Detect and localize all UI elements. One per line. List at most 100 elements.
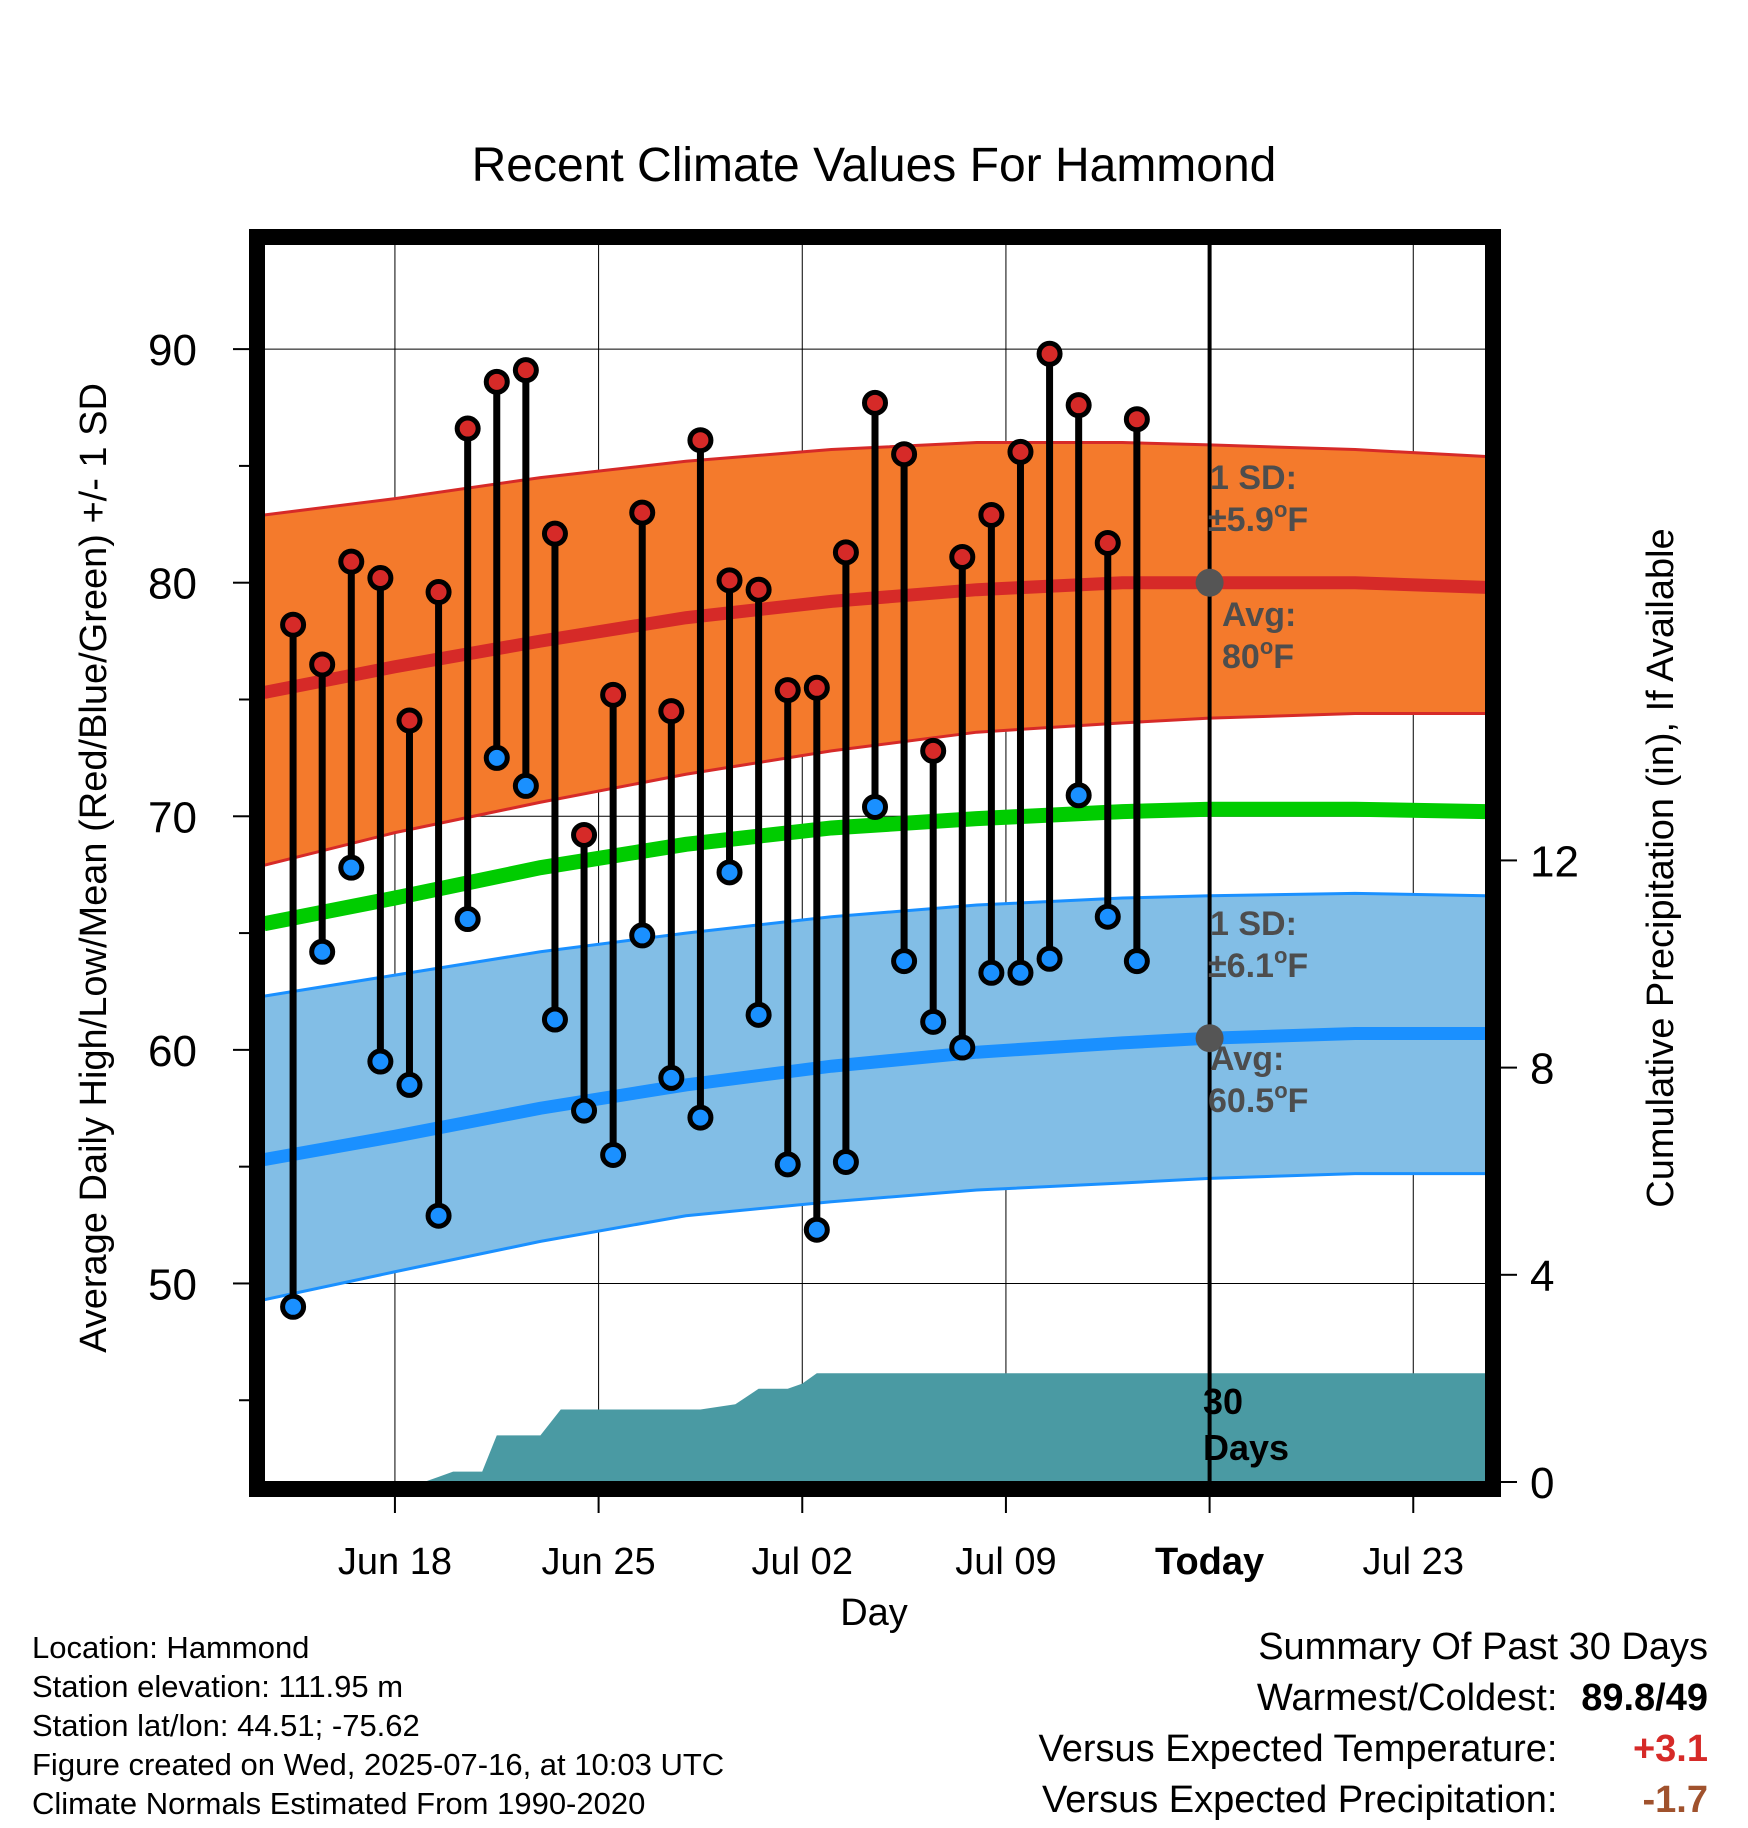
elevation-text: Station elevation: 111.95 m xyxy=(32,1669,404,1704)
daily-high-point xyxy=(862,389,888,416)
daily-high-point xyxy=(774,677,801,704)
daily-low-point xyxy=(396,1071,423,1098)
daily-low-point xyxy=(949,1034,976,1061)
daily-low-point xyxy=(338,854,365,881)
y2-tick-label: 8 xyxy=(1530,1045,1554,1094)
daily-high-point xyxy=(803,674,830,701)
daily-high-point xyxy=(1065,392,1092,419)
daily-high-point xyxy=(1094,529,1121,556)
daily-high-point xyxy=(396,707,423,734)
precip-value: -1.7 xyxy=(1642,1779,1708,1821)
warm-cold-value: 89.8/49 xyxy=(1581,1677,1708,1719)
warmest-value: 89.8 xyxy=(1581,1677,1656,1719)
y-tick-label: 90 xyxy=(148,326,197,375)
daily-low-point xyxy=(367,1048,394,1075)
daily-high-point xyxy=(309,651,336,678)
x-tick-label: Jul 02 xyxy=(752,1541,853,1583)
y-tick-label: 50 xyxy=(148,1260,197,1309)
high-avg-value: 80oF xyxy=(1222,634,1294,676)
daily-high-point xyxy=(658,698,685,725)
daily-high-point xyxy=(978,501,1005,528)
daily-high-point xyxy=(454,415,481,442)
temp-value: +3.1 xyxy=(1632,1728,1708,1770)
x-tick-label: Today xyxy=(1155,1541,1264,1583)
daily-low-point xyxy=(978,959,1005,986)
daily-high-point xyxy=(483,368,510,395)
low-sd-label: 1 SD: xyxy=(1210,905,1297,943)
daily-low-point xyxy=(891,948,918,975)
today-high-normal-marker xyxy=(1195,568,1224,597)
today-low-normal-marker xyxy=(1195,1024,1224,1053)
window-label-line2: Days xyxy=(1203,1427,1289,1468)
y-tick-label: 60 xyxy=(148,1027,197,1076)
precip-area xyxy=(264,1373,1486,1482)
daily-high-point xyxy=(280,611,307,638)
low-sd-band xyxy=(264,893,1486,1300)
y-tick-label: 80 xyxy=(148,560,197,609)
daily-low-point xyxy=(571,1097,598,1124)
warm-cold-label: Warmest/Coldest: xyxy=(1256,1677,1558,1719)
y-axis-label: Average Daily High/Low/Mean (Red/Blue/Gr… xyxy=(73,383,115,1353)
temp-row: Versus Expected Temperature: +3.1 xyxy=(1039,1724,1708,1775)
precip-label: Versus Expected Precipitation: xyxy=(1042,1779,1558,1821)
daily-high-point xyxy=(716,567,743,594)
daily-low-point xyxy=(1123,948,1150,975)
daily-low-point xyxy=(1094,903,1121,930)
daily-low-point xyxy=(832,1148,859,1175)
daily-low-point xyxy=(803,1216,830,1243)
daily-low-point xyxy=(1036,945,1063,972)
created-text: Figure created on Wed, 2025-07-16, at 10… xyxy=(32,1747,725,1782)
x-tick-label: Jun 25 xyxy=(542,1541,656,1583)
daily-high-point xyxy=(1007,438,1034,465)
coldest-value: 49 xyxy=(1665,1677,1708,1719)
daily-low-point xyxy=(658,1064,685,1091)
daily-high-point xyxy=(629,499,656,526)
summary-title: Summary Of Past 30 Days xyxy=(1258,1626,1708,1668)
y2-tick-label: 12 xyxy=(1530,837,1579,886)
daily-high-point xyxy=(949,544,976,571)
chart-title: Recent Climate Values For Hammond xyxy=(472,139,1277,192)
high-sd-value: ±5.9oF xyxy=(1208,497,1308,539)
daily-low-point xyxy=(541,1006,568,1033)
daily-high-point xyxy=(512,357,539,384)
daily-high-point xyxy=(367,565,394,592)
summary-panel: Summary Of Past 30 Days Warmest/Coldest:… xyxy=(1039,1622,1708,1826)
daily-low-point xyxy=(1065,782,1092,809)
daily-low-point xyxy=(745,1001,772,1028)
daily-low-point xyxy=(920,1008,947,1035)
daily-low-point xyxy=(483,744,510,771)
x-tick-label: Jun 18 xyxy=(338,1541,452,1583)
daily-high-point xyxy=(571,821,598,848)
y-tick-label: 70 xyxy=(148,793,197,842)
window-label-line1: 30 xyxy=(1203,1381,1243,1422)
y2-axis-label: Cumulative Precipitation (in), If Availa… xyxy=(1640,528,1682,1207)
daily-high-point xyxy=(338,548,365,575)
daily-high-point xyxy=(541,520,568,547)
daily-low-point xyxy=(512,772,539,799)
location-text: Location: Hammond xyxy=(32,1630,310,1665)
y2-tick-label: 0 xyxy=(1530,1459,1554,1508)
temp-label: Versus Expected Temperature: xyxy=(1038,1728,1558,1770)
avg-low-line xyxy=(264,1027,1486,1167)
station-info: Location: Hammond Station elevation: 111… xyxy=(32,1628,724,1823)
daily-low-point xyxy=(716,859,743,886)
daily-high-point xyxy=(600,681,627,708)
daily-high-point xyxy=(1123,406,1150,433)
daily-low-point xyxy=(309,938,336,965)
daily-high-point xyxy=(687,427,714,454)
daily-high-point xyxy=(1036,340,1063,367)
daily-low-point xyxy=(425,1202,452,1229)
high-avg-label: Avg: xyxy=(1222,596,1296,634)
daily-low-point xyxy=(280,1293,307,1320)
latlon-text: Station lat/lon: 44.51; -75.62 xyxy=(32,1708,420,1743)
daily-low-point xyxy=(454,906,481,933)
daily-low-point xyxy=(629,922,656,949)
low-sd-value: ±6.1oF xyxy=(1208,943,1308,985)
x-tick-label: Jul 23 xyxy=(1363,1541,1464,1583)
daily-low-point xyxy=(862,793,888,820)
precip-row: Versus Expected Precipitation: -1.7 xyxy=(1039,1775,1708,1826)
daily-high-point xyxy=(425,579,452,606)
